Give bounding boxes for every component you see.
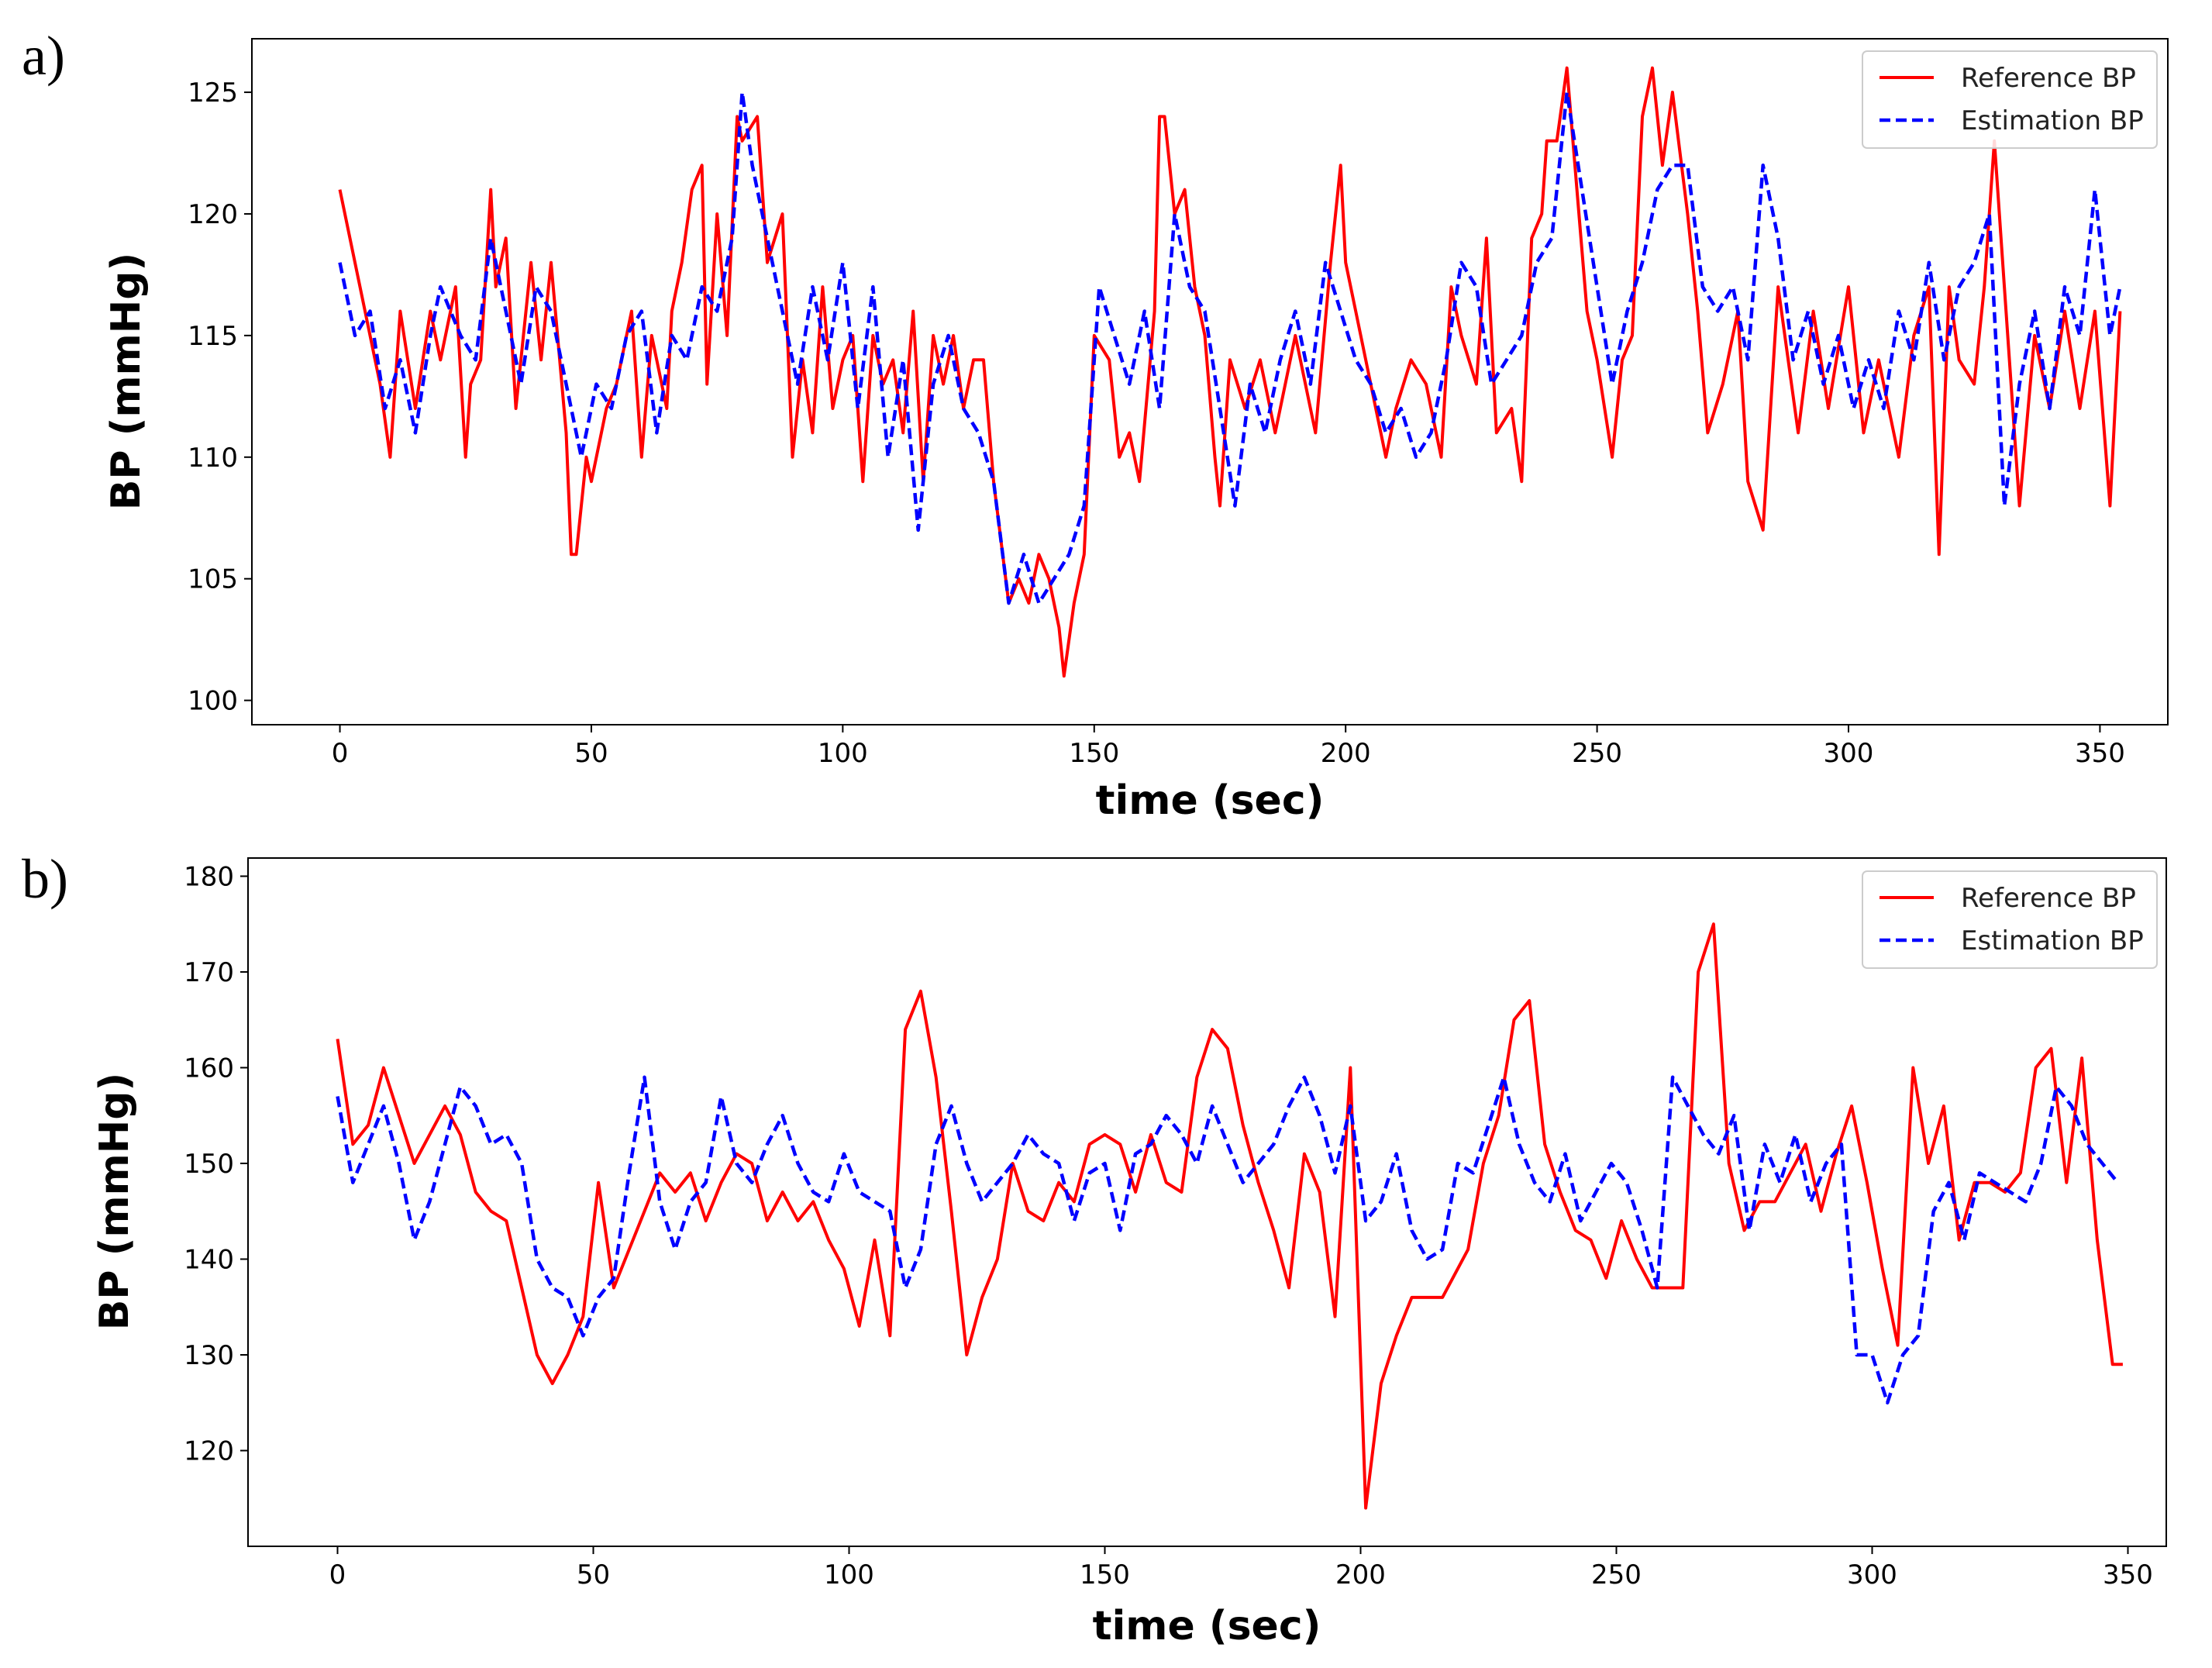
panel-b-x-axis-title: time (sec) (1093, 1603, 1321, 1649)
panel-b-legend-estimation-label: Estimation BP (1961, 925, 2144, 956)
panel-b-y-tick-label: 130 (184, 1340, 234, 1371)
panel-b-x-tick-label: 50 (577, 1559, 610, 1590)
panel-a-y-ticks: 100 105 110 115 120 125 (188, 78, 252, 717)
panel-a-x-axis-title: time (sec) (1096, 777, 1325, 824)
panel-b-y-tick-label: 170 (184, 957, 234, 988)
panel-a-y-tick-label: 105 (188, 564, 238, 595)
panel-a-y-tick-label: 115 (188, 321, 238, 352)
panel-a-legend-frame (1862, 50, 2158, 149)
panel-b-x-tick-label: 350 (2103, 1559, 2153, 1590)
panel-a-plot-frame (251, 38, 2169, 725)
panel-a-legend-estimation-label: Estimation BP (1961, 105, 2144, 136)
panel-a-estimation-bp-line (338, 90, 2122, 605)
panel-b-legend-reference-label: Reference BP (1961, 883, 2136, 914)
panel-a-x-tick-label: 350 (2075, 738, 2125, 769)
panel-a-legend-reference-label: Reference BP (1961, 63, 2136, 94)
panel-b-estimation-bp-line (336, 1075, 2120, 1404)
panel-a-reference-bp-line (338, 66, 2122, 678)
panel-a-x-tick-label: 300 (1824, 738, 1874, 769)
panel-a-y-tick-label: 120 (188, 199, 238, 230)
panel-b-legend: Reference BP Estimation BP (1862, 870, 2158, 969)
panel-b-x-tick-label: 300 (1847, 1559, 1897, 1590)
panel-b-plot-frame (247, 857, 2167, 1547)
panel-b-y-axis-title: BP (mmHg) (91, 1073, 138, 1331)
panel-a-x-tick-label: 100 (818, 738, 868, 769)
panel-a-x-tick-label: 50 (574, 738, 608, 769)
panel-b-y-tick-label: 150 (184, 1149, 234, 1180)
panel-a-y-axis-title: BP (mmHg) (103, 253, 150, 511)
panel-b-x-tick-label: 150 (1080, 1559, 1130, 1590)
panel-b-reference-bp-line (336, 922, 2123, 1510)
panel-b-legend-frame (1862, 870, 2158, 969)
panel-a-x-tick-label: 200 (1321, 738, 1371, 769)
panel-a-y-tick-label: 110 (188, 443, 238, 474)
panel-a-x-ticks: 0 50 100 150 200 250 300 350 (332, 725, 2125, 769)
panel-a-y-tick-label: 100 (188, 686, 238, 717)
panel-b-y-tick-label: 140 (184, 1244, 234, 1275)
panel-b-y-ticks: 120 130 140 150 160 170 180 (184, 861, 248, 1466)
panel-b-series (336, 922, 2123, 1510)
panel-b-y-tick-label: 120 (184, 1435, 234, 1466)
panel-a: a) 100 105 110 115 120 125 0 50 100 150 200 250 300… (22, 25, 2169, 824)
panel-b-label: b) (22, 848, 68, 910)
panel-a-series (338, 66, 2122, 678)
panel-b-x-tick-label: 100 (824, 1559, 874, 1590)
panel-b-y-tick-label: 160 (184, 1053, 234, 1084)
panel-a-label: a) (22, 25, 65, 87)
panel-a-x-tick-label: 150 (1069, 738, 1119, 769)
panel-b-y-tick-label: 180 (184, 861, 234, 892)
panel-a-legend: Reference BP Estimation BP (1862, 50, 2158, 149)
panel-b-x-tick-label: 200 (1335, 1559, 1386, 1590)
panel-b-x-ticks: 0 50 100 150 200 250 300 350 (329, 1546, 2153, 1590)
panel-a-y-tick-label: 125 (188, 78, 238, 109)
panel-b-x-tick-label: 0 (329, 1559, 346, 1590)
panel-b-x-tick-label: 250 (1591, 1559, 1642, 1590)
panel-a-x-tick-label: 250 (1572, 738, 1622, 769)
panel-b: b) 120 130 140 150 160 170 180 0 50 100 150 200 250… (22, 848, 2167, 1649)
panel-a-x-tick-label: 0 (332, 738, 349, 769)
